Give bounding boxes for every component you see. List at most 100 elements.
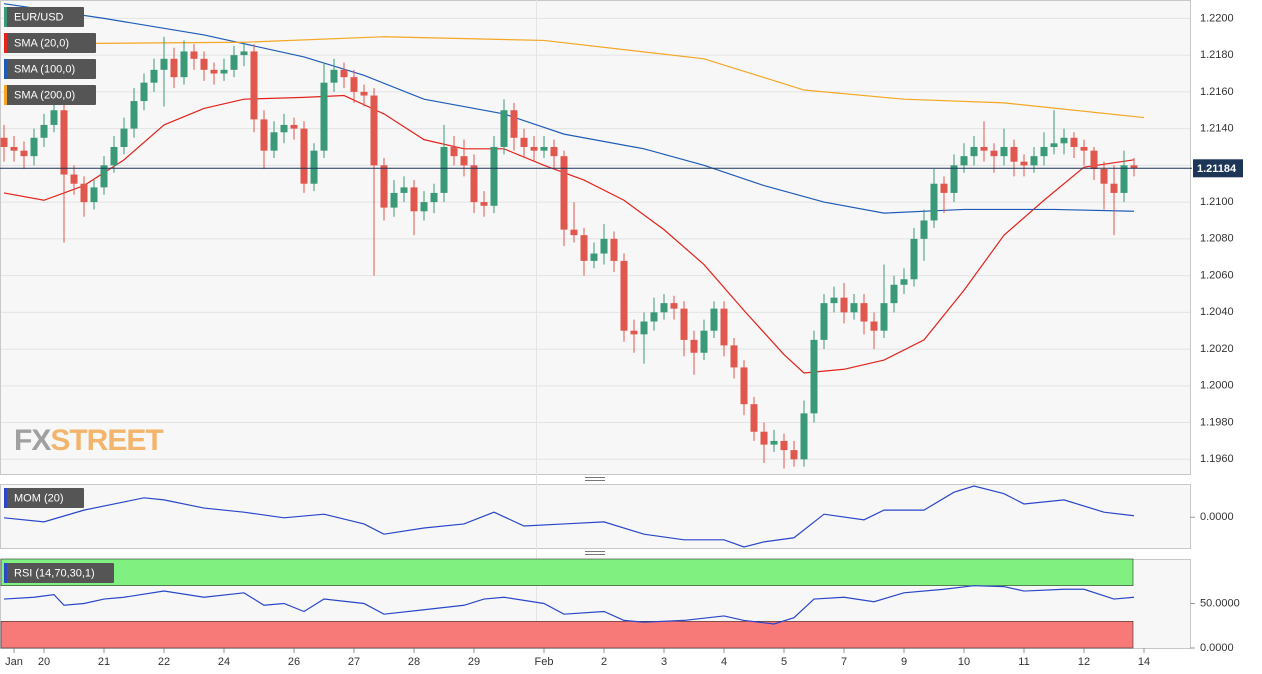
- candle-body: [1030, 156, 1038, 166]
- candle-body: [510, 110, 518, 138]
- candle-body: [260, 119, 268, 151]
- candle-body: [770, 440, 778, 445]
- candle-body: [40, 124, 48, 138]
- x-tick-label: 12: [1078, 656, 1090, 668]
- candle-body: [970, 146, 978, 157]
- candle-body: [360, 91, 368, 96]
- y-tick-label: 50.0000: [1200, 597, 1240, 609]
- x-tick-label: 26: [288, 656, 300, 668]
- candle-body: [480, 202, 488, 206]
- candle-body: [1100, 169, 1108, 184]
- x-tick-label: Jan: [5, 656, 23, 668]
- y-tick-label: 1.1980: [1200, 416, 1234, 428]
- x-tick-label: 5: [781, 656, 787, 668]
- x-tick-label: 14: [1138, 656, 1150, 668]
- candle-body: [650, 312, 658, 322]
- candle-body: [1120, 165, 1128, 193]
- candle-body: [400, 187, 408, 193]
- candle-body: [960, 156, 968, 166]
- candle-body: [840, 297, 848, 313]
- candle-body: [1020, 161, 1028, 166]
- candle-body: [350, 77, 358, 92]
- legend-label: RSI (14,70,30,1): [14, 567, 95, 579]
- candle-body: [1000, 146, 1008, 157]
- candle-body: [1080, 146, 1088, 151]
- candle-body: [680, 308, 688, 340]
- candle-body: [710, 308, 718, 331]
- candle-body: [570, 229, 578, 236]
- candle-body: [880, 303, 888, 331]
- candle-body: [700, 330, 708, 353]
- candle-body: [790, 450, 798, 460]
- candle-body: [70, 174, 78, 184]
- candle-body: [100, 165, 108, 188]
- candle-body: [120, 128, 128, 147]
- x-tick-label: 22: [158, 656, 170, 668]
- candle-body: [490, 146, 498, 206]
- candle-body: [990, 150, 998, 157]
- candle-body: [530, 146, 538, 151]
- legend-label: SMA (100,0): [14, 63, 75, 75]
- candle-body: [270, 132, 278, 151]
- y-tick-label: 1.2160: [1200, 86, 1234, 98]
- candle-body: [300, 128, 308, 184]
- watermark-part: STREET: [50, 424, 163, 457]
- candle-body: [720, 308, 728, 346]
- candle-body: [980, 146, 988, 151]
- candle-body: [520, 137, 528, 147]
- candle-body: [110, 146, 118, 166]
- candle-body: [370, 95, 378, 166]
- candle-body: [440, 146, 448, 193]
- y-tick-label: 1.2020: [1200, 343, 1234, 355]
- candle-body: [740, 367, 748, 405]
- candle-body: [950, 165, 958, 193]
- candle-body: [90, 187, 98, 203]
- candle-body: [30, 137, 38, 157]
- candle-body: [540, 146, 548, 151]
- x-tick-label: 29: [468, 656, 480, 668]
- candle-body: [160, 58, 168, 70]
- candle-body: [230, 55, 238, 70]
- candle-body: [870, 321, 878, 331]
- candle-body: [210, 69, 218, 74]
- current-price-box: [1193, 159, 1243, 178]
- candle-body: [890, 284, 898, 304]
- y-tick-label: 1.2000: [1200, 380, 1234, 392]
- mom-panel: [0, 484, 1191, 549]
- legend-swatch: [4, 33, 7, 53]
- x-tick-label: 9: [901, 656, 907, 668]
- candle-body: [610, 238, 618, 261]
- y-tick-label: 1.2040: [1200, 306, 1234, 318]
- candle-body: [320, 82, 328, 151]
- candle-body: [750, 404, 758, 432]
- band: [0, 558, 1134, 587]
- candle-body: [560, 156, 568, 230]
- candle-body: [470, 165, 478, 203]
- candle-body: [190, 51, 198, 59]
- candle-body: [550, 146, 558, 157]
- candle-body: [1060, 137, 1068, 144]
- candle-body: [150, 69, 158, 83]
- candle-body: [1010, 146, 1018, 162]
- y-tick-label: 1.2100: [1200, 196, 1234, 208]
- candle-body: [1090, 150, 1098, 170]
- candle-body: [800, 413, 808, 460]
- line: [3, 36, 1145, 119]
- x-tick-label: 21: [98, 656, 110, 668]
- legend-box: [4, 563, 114, 583]
- legend-swatch: [4, 85, 7, 105]
- candle-body: [10, 146, 18, 151]
- legend-box: [4, 59, 96, 79]
- candle-body: [330, 69, 338, 83]
- candle-body: [340, 69, 348, 78]
- candle-body: [580, 235, 588, 261]
- line: [3, 485, 1135, 548]
- candle-body: [1070, 137, 1078, 147]
- candle-body: [660, 303, 668, 313]
- resize-handle[interactable]: [585, 477, 605, 555]
- candle-body: [1040, 146, 1048, 157]
- main-panel: [0, 0, 1191, 475]
- candle-body: [1110, 183, 1118, 193]
- candle-body: [130, 101, 138, 129]
- x-tick-label: 24: [218, 656, 230, 668]
